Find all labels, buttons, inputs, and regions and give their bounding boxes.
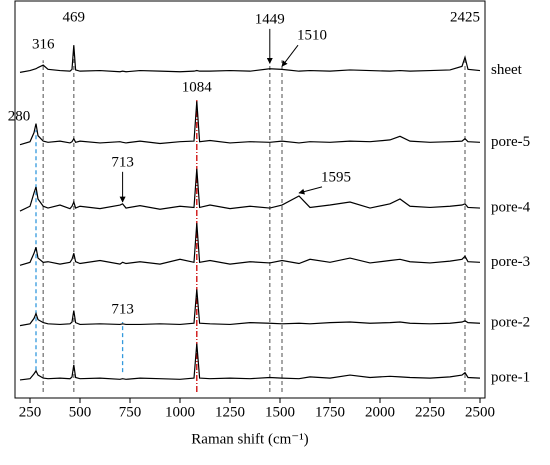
spectrum-line bbox=[19, 343, 481, 381]
peak-arrow bbox=[298, 186, 323, 195]
series-label: pore-2 bbox=[491, 315, 530, 331]
spectrum-line bbox=[19, 223, 481, 266]
series-label: pore-5 bbox=[491, 134, 530, 150]
spectrum-line bbox=[19, 45, 481, 73]
peak-label: 1449 bbox=[255, 11, 285, 27]
series-label: pore-3 bbox=[491, 254, 530, 270]
peak-label: 316 bbox=[32, 37, 55, 53]
peak-label: 1595 bbox=[321, 169, 351, 185]
x-tick-label: 1000 bbox=[165, 404, 195, 420]
series-label: pore-4 bbox=[491, 199, 531, 215]
x-tick-label: 500 bbox=[69, 404, 92, 420]
x-tick-label: 2250 bbox=[415, 404, 445, 420]
x-tick-label: 1500 bbox=[265, 404, 295, 420]
peak-label: 1084 bbox=[182, 79, 213, 95]
x-tick-label: 1250 bbox=[215, 404, 245, 420]
plot-frame bbox=[14, 0, 486, 399]
series-label: sheet bbox=[491, 62, 523, 78]
x-tick-label: 750 bbox=[119, 404, 142, 420]
peak-label: 280 bbox=[8, 108, 31, 124]
spectrum-line bbox=[19, 168, 481, 212]
x-tick-label: 2000 bbox=[365, 404, 395, 420]
x-axis-title: Raman shift (cm⁻¹) bbox=[191, 431, 308, 447]
peak-label: 713 bbox=[111, 301, 134, 317]
x-tick-label: 250 bbox=[19, 404, 42, 420]
peak-arrow bbox=[281, 44, 299, 67]
spectrum-line bbox=[19, 289, 481, 327]
peak-label: 713 bbox=[111, 154, 134, 170]
peak-label: 1510 bbox=[297, 28, 327, 44]
spectrum-line bbox=[19, 101, 481, 146]
series-label: pore-1 bbox=[491, 370, 530, 386]
x-tick-label: 1750 bbox=[315, 404, 345, 420]
peak-label: 2425 bbox=[450, 10, 480, 26]
peak-label: 469 bbox=[63, 10, 86, 26]
x-tick-label: 2500 bbox=[465, 404, 495, 420]
